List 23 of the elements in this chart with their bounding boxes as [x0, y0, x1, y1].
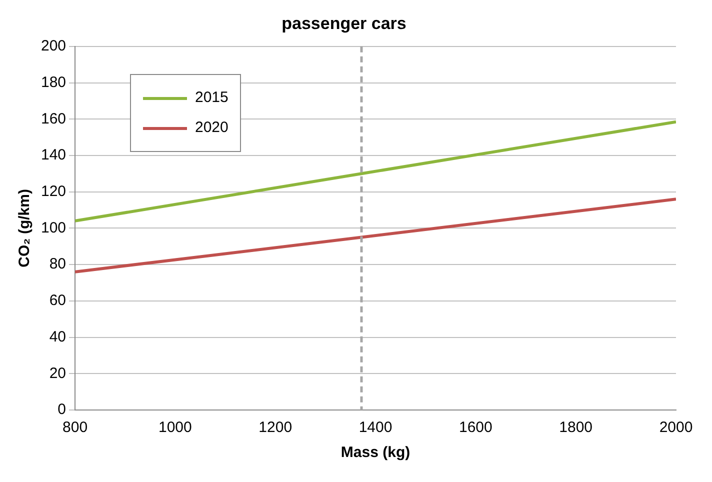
y-tick-label: 100: [40, 219, 66, 236]
y-tick-label: 120: [40, 182, 66, 200]
y-tick-label: 20: [49, 364, 66, 382]
y-tick-label: 40: [49, 328, 66, 346]
y-tick-label: 80: [49, 256, 66, 273]
x-tick-label: 1600: [458, 419, 492, 436]
x-tick-label: 800: [62, 419, 88, 436]
y-tick-label: 200: [40, 38, 66, 55]
y-tick-label: 0: [58, 401, 66, 418]
x-tick-label: 1800: [559, 419, 593, 436]
y-axis-title: CO₂ (g/km): [16, 189, 34, 268]
y-tick-label: 140: [40, 146, 66, 164]
y-tick-label: 180: [40, 74, 66, 91]
x-tick-label: 1000: [158, 419, 192, 436]
legend-label: 2020: [195, 118, 228, 138]
y-tick-label: 160: [40, 110, 66, 128]
legend-label: 2015: [195, 88, 228, 108]
x-axis-title: Mass (kg): [340, 444, 410, 462]
y-tick-label: 60: [49, 292, 66, 310]
x-tick-label: 2000: [659, 419, 693, 436]
chart-title: passenger cars: [282, 14, 406, 33]
x-tick-label: 1400: [358, 419, 392, 436]
x-tick-label: 1200: [258, 419, 292, 436]
